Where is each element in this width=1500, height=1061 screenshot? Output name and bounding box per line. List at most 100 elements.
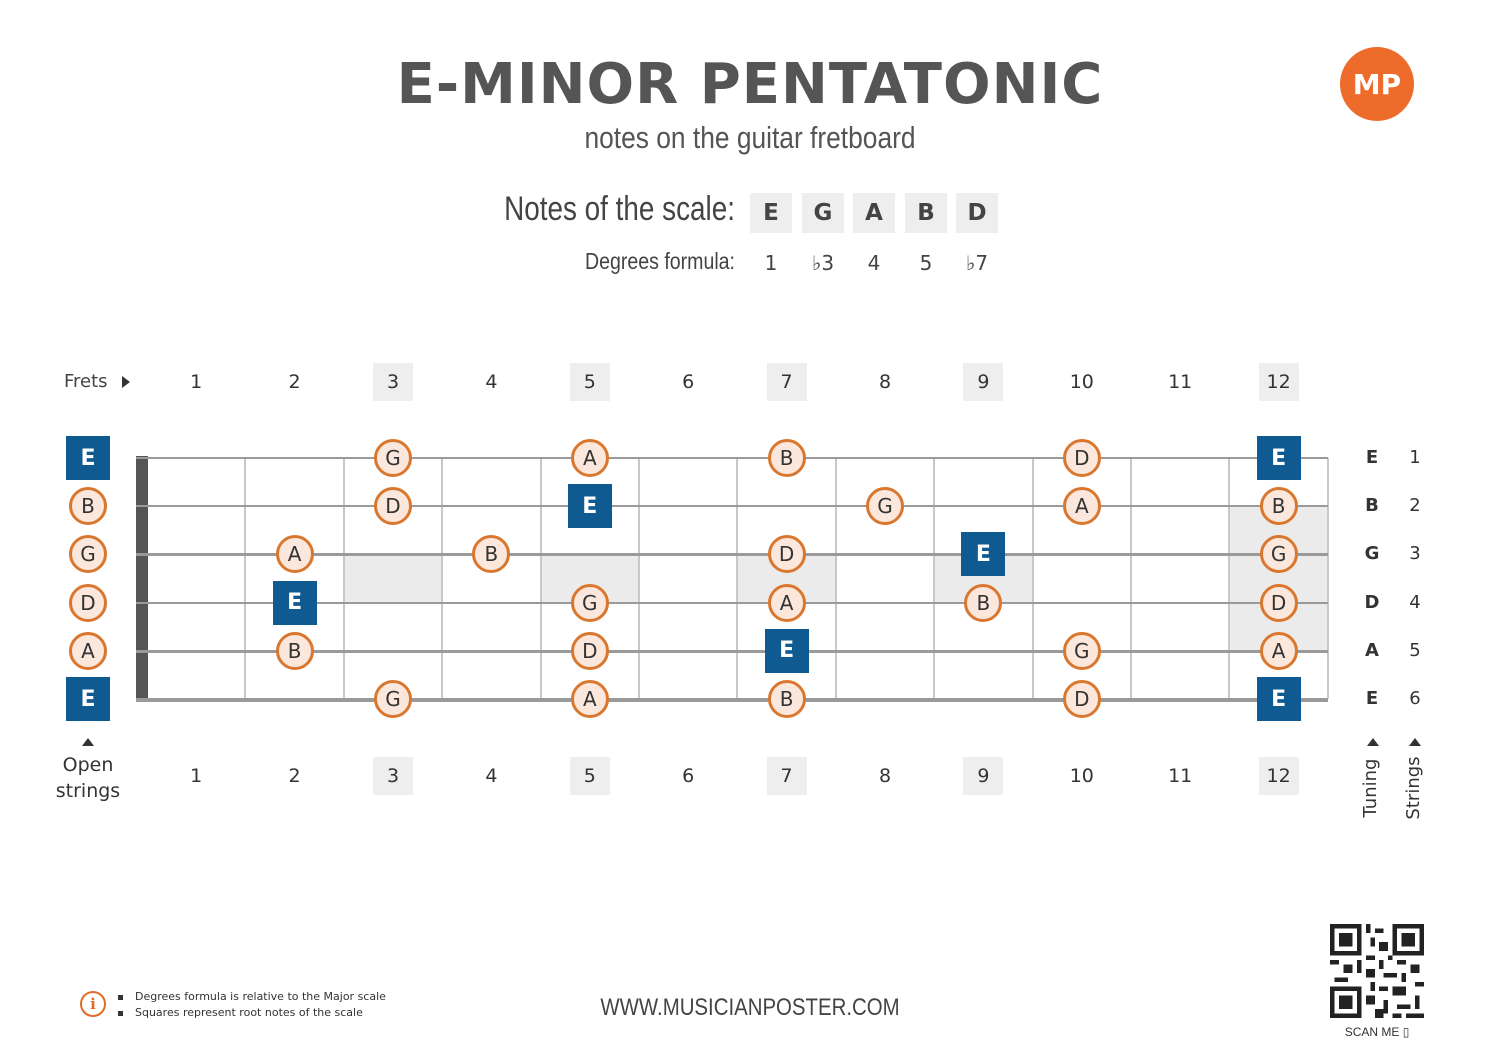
note-circle: A bbox=[570, 439, 609, 477]
note-circle: G bbox=[1062, 631, 1101, 670]
note-circle: D bbox=[1259, 583, 1298, 622]
fret-wire bbox=[1228, 458, 1231, 699]
note-circle: D bbox=[69, 583, 107, 622]
info-icon: i bbox=[80, 991, 106, 1017]
fret-number: 2 bbox=[288, 371, 301, 393]
qr-code[interactable] bbox=[1330, 924, 1424, 1018]
note-circle: D bbox=[767, 535, 806, 574]
string-number: 6 bbox=[1409, 688, 1421, 709]
fret-wire bbox=[539, 458, 542, 699]
fret-number: 8 bbox=[878, 765, 892, 787]
arrow-up-icon bbox=[1409, 738, 1421, 746]
fret-number: 11 bbox=[1168, 371, 1193, 393]
root-note-square: E bbox=[272, 580, 317, 625]
scale-degree: ♭7 bbox=[965, 251, 989, 275]
tuning-label: Tuning bbox=[1360, 758, 1381, 818]
note-circle: B bbox=[275, 631, 314, 670]
string-number: 3 bbox=[1409, 543, 1421, 565]
brand-logo: MP bbox=[1340, 47, 1414, 121]
fret-number: 10 bbox=[1069, 371, 1094, 393]
fret-number: 12 bbox=[1258, 757, 1299, 795]
note-circle: G bbox=[866, 487, 904, 526]
fret-number: 11 bbox=[1168, 765, 1193, 787]
tuning-note: A bbox=[1365, 639, 1379, 661]
note-circle: G bbox=[374, 439, 412, 477]
note-circle: D bbox=[374, 487, 412, 526]
fret-number: 1 bbox=[190, 371, 203, 393]
note-circle: A bbox=[69, 631, 107, 670]
page-title: E-MINOR PENTATONIC bbox=[396, 52, 1104, 117]
info-note: Squares represent root notes of the scal… bbox=[118, 1006, 363, 1019]
scale-note: B bbox=[905, 193, 947, 233]
root-note-square: E bbox=[961, 532, 1006, 577]
tuning-note: B bbox=[1365, 495, 1379, 517]
fret-number: 4 bbox=[485, 765, 498, 787]
tuning-note: E bbox=[1365, 447, 1379, 468]
fret-number: 5 bbox=[569, 757, 610, 795]
fret-number: 3 bbox=[373, 363, 413, 401]
guitar-string bbox=[136, 601, 1328, 605]
root-note-square: E bbox=[764, 628, 809, 673]
fret-inlay bbox=[1229, 506, 1328, 651]
guitar-string bbox=[136, 649, 1328, 653]
fret-number: 9 bbox=[963, 757, 1004, 795]
arrow-up-icon bbox=[1367, 738, 1379, 746]
fret-number: 10 bbox=[1069, 765, 1094, 787]
open-strings-label: Open strings bbox=[48, 752, 128, 804]
scale-degree: 1 bbox=[764, 251, 778, 275]
string-number: 1 bbox=[1409, 447, 1421, 468]
tuning-note: D bbox=[1364, 591, 1380, 613]
info-note-text: Squares represent root notes of the scal… bbox=[135, 1006, 363, 1019]
fret-wire bbox=[736, 458, 739, 699]
root-note-square: E bbox=[66, 436, 110, 480]
bullet-icon bbox=[118, 994, 123, 1000]
string-number: 5 bbox=[1409, 639, 1421, 661]
note-circle: B bbox=[1259, 487, 1298, 526]
fret-number: 6 bbox=[682, 371, 695, 393]
strings-label: Strings bbox=[1403, 756, 1424, 820]
fret-number: 3 bbox=[373, 757, 413, 795]
fret-wire bbox=[342, 458, 345, 699]
fret-wire bbox=[1326, 458, 1329, 699]
note-circle: B bbox=[767, 680, 806, 718]
scan-me-label: SCAN ME ▯ bbox=[1344, 1025, 1410, 1039]
note-circle: A bbox=[275, 535, 314, 574]
scale-note: E bbox=[750, 193, 792, 233]
fret-number: 5 bbox=[569, 363, 610, 401]
guitar-string bbox=[136, 553, 1328, 556]
string-number: 2 bbox=[1409, 495, 1421, 517]
note-circle: A bbox=[570, 680, 609, 718]
note-circle: G bbox=[374, 680, 412, 718]
fret-wire bbox=[933, 458, 936, 699]
note-circle: B bbox=[69, 487, 107, 526]
scale-notes-label: Notes of the scale: bbox=[504, 190, 735, 228]
guitar-string bbox=[136, 457, 1328, 459]
note-circle: G bbox=[69, 535, 107, 574]
root-note-square: E bbox=[1256, 436, 1301, 480]
fret-wire bbox=[441, 458, 444, 699]
fret-number: 9 bbox=[963, 363, 1004, 401]
scale-degree: 4 bbox=[867, 251, 881, 275]
note-circle: D bbox=[1062, 439, 1101, 477]
guitar-string bbox=[136, 698, 1328, 702]
frets-label: Frets bbox=[64, 371, 108, 392]
website-link[interactable]: WWW.MUSICIANPOSTER.COM bbox=[600, 994, 900, 1021]
fret-wire bbox=[1130, 458, 1132, 699]
fret-number: 2 bbox=[288, 765, 301, 787]
note-circle: D bbox=[570, 631, 609, 670]
scale-degree: ♭3 bbox=[811, 251, 835, 275]
fret-number: 6 bbox=[682, 765, 695, 787]
note-circle: A bbox=[1062, 487, 1101, 526]
nut bbox=[136, 456, 148, 701]
open-strings-label-line2: strings bbox=[55, 780, 121, 802]
fret-number: 1 bbox=[190, 765, 203, 787]
fret-number: 12 bbox=[1258, 363, 1299, 401]
scale-degree: 5 bbox=[919, 251, 933, 275]
root-note-square: E bbox=[66, 677, 110, 721]
info-note-text: Degrees formula is relative to the Major… bbox=[135, 990, 386, 1003]
note-circle: D bbox=[1062, 680, 1101, 718]
note-circle: G bbox=[570, 583, 609, 622]
note-circle: B bbox=[964, 583, 1003, 622]
bullet-icon bbox=[118, 1010, 123, 1016]
guitar-string bbox=[136, 505, 1328, 508]
